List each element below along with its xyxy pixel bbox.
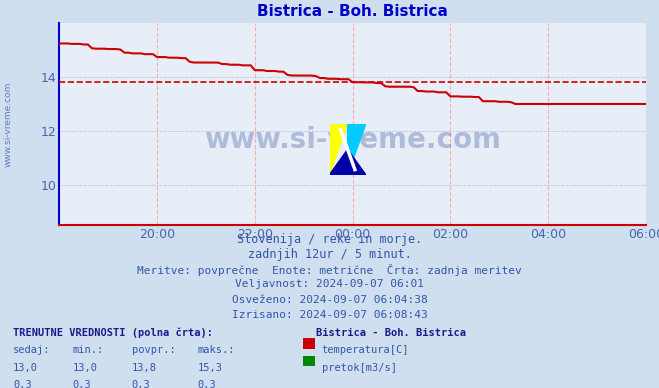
Text: temperatura[C]: temperatura[C]	[322, 345, 409, 355]
Polygon shape	[330, 124, 348, 175]
Text: min.:: min.:	[72, 345, 103, 355]
Polygon shape	[330, 149, 366, 175]
Text: 0,3: 0,3	[132, 380, 150, 388]
Text: Bistrica - Boh. Bistrica: Bistrica - Boh. Bistrica	[316, 328, 467, 338]
Text: Slovenija / reke in morje.: Slovenija / reke in morje.	[237, 233, 422, 246]
Text: 0,3: 0,3	[198, 380, 216, 388]
Text: maks.:: maks.:	[198, 345, 235, 355]
Text: 0,3: 0,3	[72, 380, 91, 388]
Text: Osveženo: 2024-09-07 06:04:38: Osveženo: 2024-09-07 06:04:38	[231, 295, 428, 305]
Text: sedaj:: sedaj:	[13, 345, 51, 355]
Text: 13,0: 13,0	[13, 363, 38, 373]
Text: pretok[m3/s]: pretok[m3/s]	[322, 363, 397, 373]
Text: www.si-vreme.com: www.si-vreme.com	[204, 126, 501, 154]
Text: Meritve: povprečne  Enote: metrične  Črta: zadnja meritev: Meritve: povprečne Enote: metrične Črta:…	[137, 264, 522, 276]
Text: zadnjih 12ur / 5 minut.: zadnjih 12ur / 5 minut.	[248, 248, 411, 262]
Text: www.si-vreme.com: www.si-vreme.com	[3, 81, 13, 167]
Text: 15,3: 15,3	[198, 363, 223, 373]
Text: Izrisano: 2024-09-07 06:08:43: Izrisano: 2024-09-07 06:08:43	[231, 310, 428, 320]
Text: TRENUTNE VREDNOSTI (polna črta):: TRENUTNE VREDNOSTI (polna črta):	[13, 328, 213, 338]
Text: Veljavnost: 2024-09-07 06:01: Veljavnost: 2024-09-07 06:01	[235, 279, 424, 289]
Text: 0,3: 0,3	[13, 380, 32, 388]
Polygon shape	[348, 124, 366, 175]
Text: 13,0: 13,0	[72, 363, 98, 373]
Title: Bistrica - Boh. Bistrica: Bistrica - Boh. Bistrica	[257, 4, 448, 19]
Text: povpr.:: povpr.:	[132, 345, 175, 355]
Text: 13,8: 13,8	[132, 363, 157, 373]
